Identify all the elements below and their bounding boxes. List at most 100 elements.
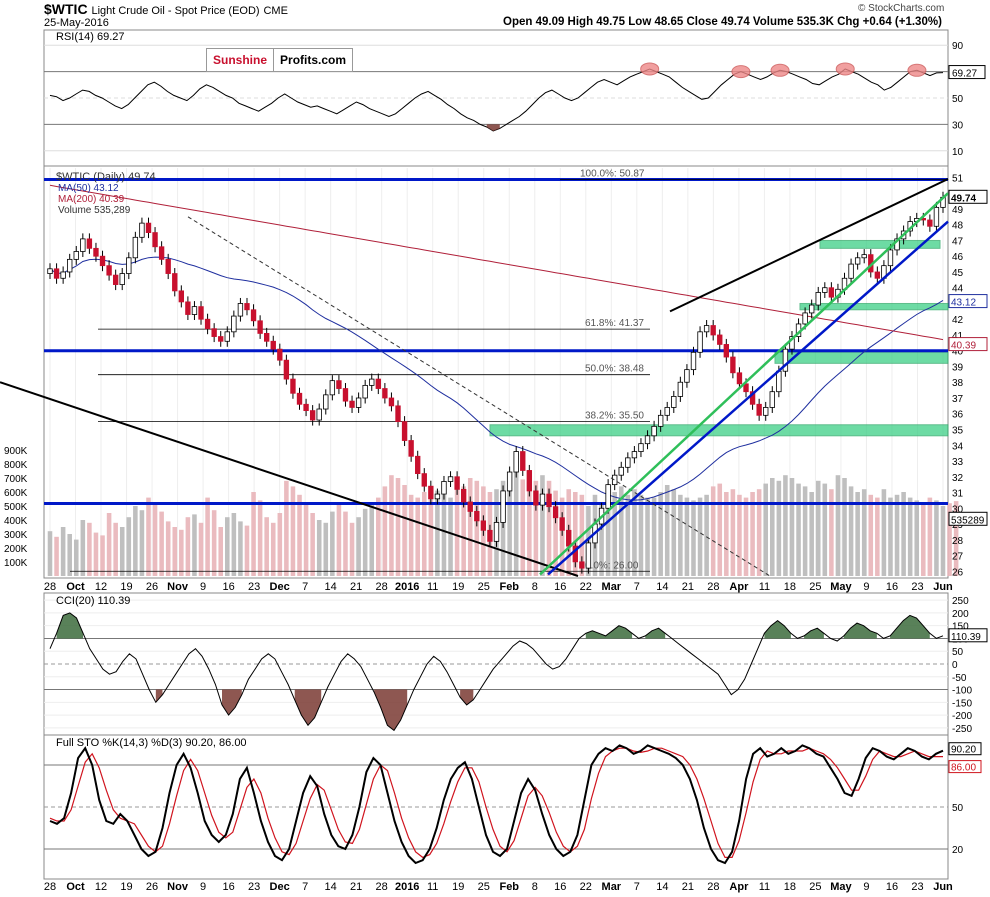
price-x-label: 11: [427, 581, 438, 593]
candle-body: [802, 312, 808, 325]
price-x-label: 25: [478, 581, 490, 593]
volume-tick-label: 900K: [4, 446, 28, 457]
sto-x-label: 28: [44, 881, 56, 893]
price-x-label: 28: [44, 581, 56, 593]
candle-body: [158, 246, 165, 260]
volume-bars: [47, 472, 959, 576]
sto-x-label: 22: [580, 881, 592, 893]
sto-x-label: Jun: [933, 881, 953, 893]
price-x-label: May: [830, 581, 852, 593]
volume-bar: [730, 489, 736, 576]
candle-body: [933, 206, 940, 227]
volume-bar: [73, 539, 79, 576]
volume-bar: [336, 504, 342, 576]
cci-tick-label: 150: [952, 622, 969, 633]
candle-body: [139, 222, 145, 238]
cci-oversold-fill: [155, 689, 163, 703]
cci-last-value-box: [948, 628, 988, 643]
sto-x-label: 23: [911, 881, 923, 893]
rsi-overbought-marker: [907, 63, 927, 77]
ticker-symbol: $WTIC Light Crude Oil - Spot Price (EOD)…: [44, 2, 288, 18]
volume-bar: [573, 492, 578, 576]
ma200-line: [49, 184, 944, 341]
sto-x-label: May: [830, 881, 852, 893]
volume-bar: [231, 513, 237, 576]
volume-bar: [625, 494, 631, 576]
volume-bar: [842, 478, 847, 576]
candle-body: [421, 473, 427, 487]
price-x-label: 16: [554, 581, 566, 593]
price-x-label: 28: [707, 581, 719, 593]
volume-bar: [934, 500, 939, 576]
candle-body: [296, 392, 303, 405]
price-tick-label: 27: [952, 552, 964, 563]
volume-bar: [159, 511, 164, 576]
candle-body: [730, 356, 736, 374]
fib-label: 50.0%: 38.48: [585, 364, 644, 375]
volume-bar: [428, 486, 434, 576]
volume-bar: [211, 510, 217, 576]
volume-bar: [527, 486, 532, 576]
sto-x-label: 18: [784, 881, 796, 893]
candle-body: [664, 407, 670, 416]
sto-x-label: 19: [452, 881, 464, 893]
price-tick-label: 31: [952, 489, 964, 500]
price-tick-label: 26: [952, 567, 964, 578]
price-tick-label: 38: [952, 378, 964, 389]
volume-bar: [323, 522, 329, 576]
price-x-label: 25: [809, 581, 821, 593]
volume-bar: [835, 475, 841, 576]
volume-bar: [710, 486, 716, 576]
price-x-label: 22: [580, 581, 592, 593]
price-x-label: 16: [222, 581, 234, 593]
volume-bar: [559, 497, 565, 576]
volume-bar: [678, 494, 683, 576]
volume-bar: [513, 472, 519, 576]
sto-x-label: Mar: [602, 881, 622, 893]
volume-tick-label: 700K: [4, 474, 28, 485]
volume-bar: [93, 532, 99, 576]
price-x-label: 2016: [395, 581, 419, 593]
volume-bar: [540, 475, 545, 576]
price-tick-label: 30: [952, 504, 964, 515]
volume-tick-label: 400K: [4, 516, 28, 527]
sto-x-label: 21: [682, 881, 694, 893]
price-x-label: 8: [532, 581, 538, 593]
trend-lines: [0, 178, 949, 577]
volume-bar: [507, 475, 512, 576]
volume-bar: [106, 513, 112, 576]
sto-x-label: 14: [656, 881, 668, 893]
candle-body: [618, 466, 624, 476]
cci-tick-label: -50: [952, 673, 967, 684]
volume-bar: [87, 522, 92, 576]
volume-tick-label: 600K: [4, 488, 28, 499]
volume-bar: [376, 497, 381, 576]
cci-oversold-fill: [374, 689, 408, 731]
volume-bar: [599, 503, 604, 576]
candle-body: [244, 303, 250, 311]
volume-bar: [697, 497, 703, 576]
sto-k-line: [49, 744, 944, 865]
sto-x-label: 26: [146, 881, 158, 893]
volume-bar: [80, 520, 86, 576]
volume-bar: [809, 492, 814, 576]
volume-bar: [888, 497, 893, 576]
volume-bar: [172, 527, 178, 576]
price-x-label: Oct: [66, 581, 85, 593]
price-tick-label: 41: [952, 331, 964, 342]
candle-body: [651, 425, 657, 437]
price-x-label: 26: [146, 581, 158, 593]
candle-body: [342, 388, 349, 402]
candle-body: [736, 372, 743, 385]
candle-body: [132, 236, 139, 259]
volume-bar: [402, 485, 407, 576]
volume-bar: [297, 494, 302, 576]
volume-bar: [638, 494, 644, 576]
candle-body: [80, 238, 86, 252]
candle-body: [99, 255, 106, 267]
candle-body: [487, 529, 493, 542]
candle-body: [250, 309, 257, 322]
volume-bar: [152, 504, 158, 576]
price-tick-label: 40: [952, 347, 964, 358]
price-x-label: 16: [886, 581, 898, 593]
